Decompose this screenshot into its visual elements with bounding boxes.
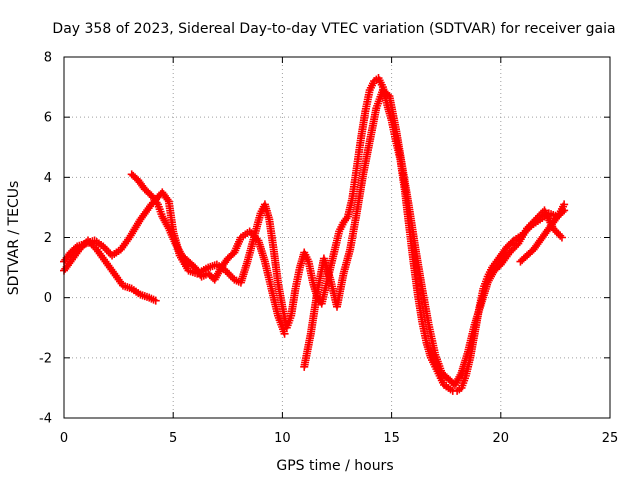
series-track-c [127,170,289,338]
series-track-d [300,86,566,389]
y-tick-label: 8 [44,51,52,66]
chart-title: Day 358 of 2023, Sidereal Day-to-day VTE… [52,21,615,37]
series-track-e [516,200,569,266]
y-tick-label: -2 [39,351,52,366]
x-tick-label: 15 [383,431,400,446]
data-point [560,200,569,209]
y-tick-label: 0 [44,291,52,306]
y-axis-label: SDTVAR / TECUs [6,181,22,296]
x-tick-label: 10 [274,431,291,446]
x-tick-label: 0 [60,431,68,446]
y-tick-label: 6 [44,111,52,126]
y-tick-label: 4 [44,171,52,186]
axis-ticks: 0 5 10 15 20 25 -4 -2 0 2 4 6 8 [39,51,618,447]
series-track-b [60,236,160,305]
x-axis-label: GPS time / hours [276,458,393,474]
y-tick-label: -4 [39,412,52,427]
y-tick-label: 2 [44,231,52,246]
data-points [60,74,569,395]
data-point [151,296,160,305]
series-track-a [60,74,569,395]
x-tick-label: 5 [169,431,177,446]
data-point [280,329,289,338]
x-tick-label: 25 [602,431,619,446]
x-tick-label: 20 [493,431,510,446]
data-point [557,233,566,242]
